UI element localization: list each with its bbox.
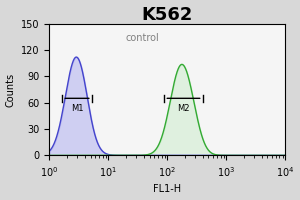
Title: K562: K562 (142, 6, 193, 24)
Text: M1: M1 (71, 104, 83, 113)
Text: control: control (126, 33, 160, 43)
Text: M2: M2 (177, 104, 190, 113)
X-axis label: FL1-H: FL1-H (153, 184, 181, 194)
Y-axis label: Counts: Counts (6, 72, 16, 107)
